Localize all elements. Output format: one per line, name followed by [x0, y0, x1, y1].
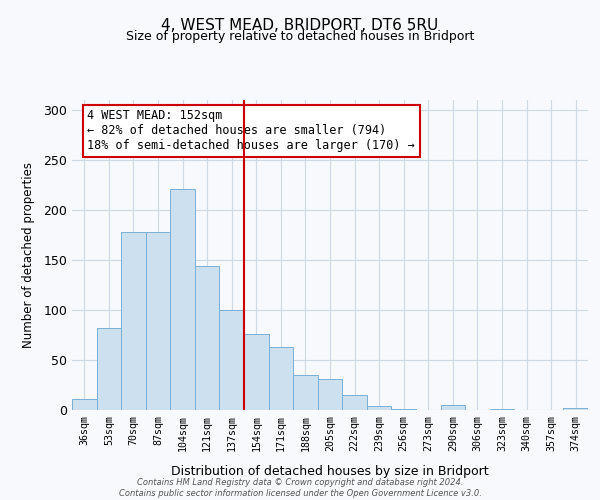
Bar	[146, 232, 170, 410]
Bar	[391, 409, 416, 410]
Bar	[563, 408, 588, 410]
Bar	[170, 189, 195, 410]
X-axis label: Distribution of detached houses by size in Bridport: Distribution of detached houses by size …	[171, 465, 489, 478]
Bar	[367, 406, 391, 410]
Bar	[342, 395, 367, 410]
Y-axis label: Number of detached properties: Number of detached properties	[22, 162, 35, 348]
Bar	[72, 399, 97, 410]
Bar	[220, 310, 244, 410]
Bar	[293, 375, 318, 410]
Text: Size of property relative to detached houses in Bridport: Size of property relative to detached ho…	[126, 30, 474, 43]
Bar	[490, 409, 514, 410]
Bar	[195, 266, 220, 410]
Bar	[269, 347, 293, 410]
Bar	[244, 334, 269, 410]
Bar	[318, 379, 342, 410]
Bar	[97, 328, 121, 410]
Text: 4 WEST MEAD: 152sqm
← 82% of detached houses are smaller (794)
18% of semi-detac: 4 WEST MEAD: 152sqm ← 82% of detached ho…	[88, 110, 415, 152]
Bar	[440, 405, 465, 410]
Text: 4, WEST MEAD, BRIDPORT, DT6 5RU: 4, WEST MEAD, BRIDPORT, DT6 5RU	[161, 18, 439, 32]
Bar	[121, 232, 146, 410]
Text: Contains HM Land Registry data © Crown copyright and database right 2024.
Contai: Contains HM Land Registry data © Crown c…	[119, 478, 481, 498]
